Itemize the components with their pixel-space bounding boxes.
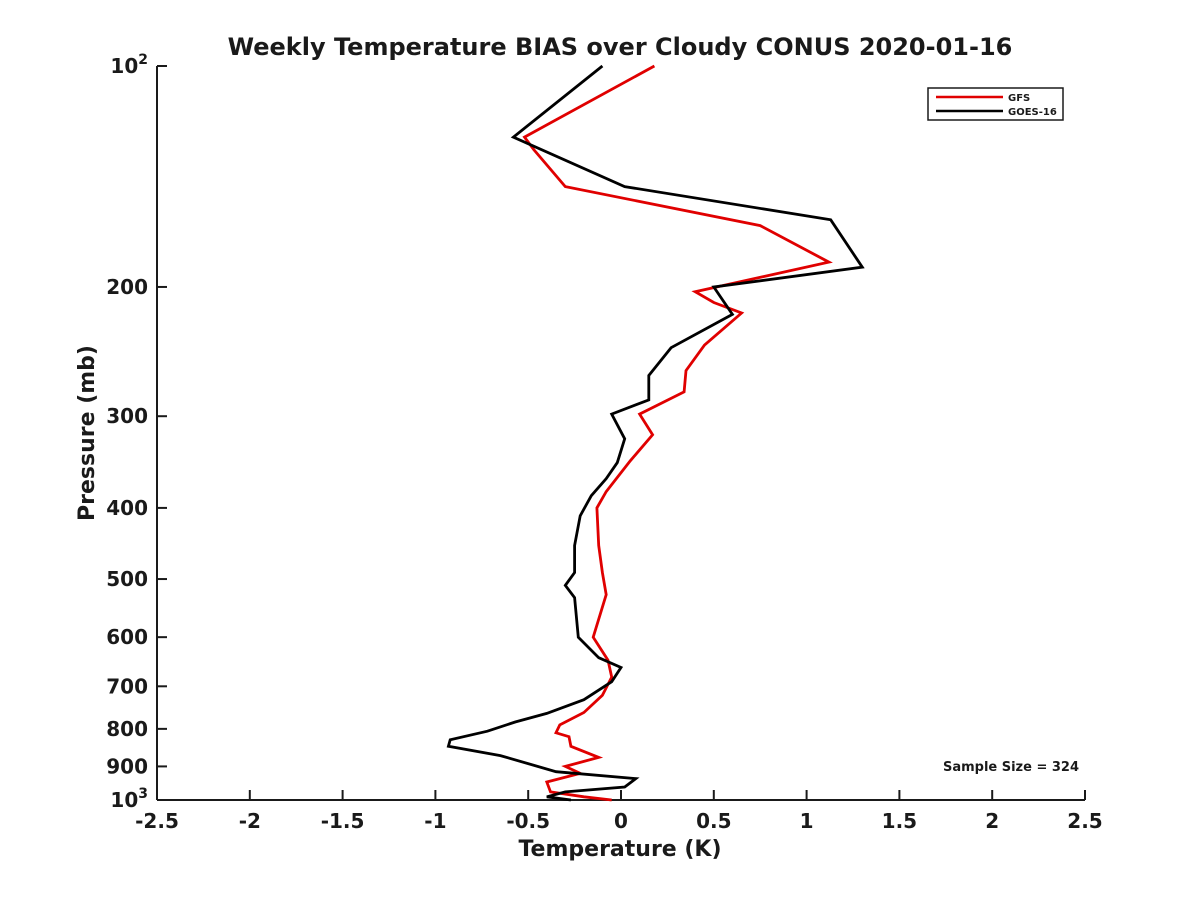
x-tick-label: -0.5 [506,809,550,833]
y-tick-label: 900 [106,754,148,778]
x-tick-label: 0 [614,809,628,833]
x-axis-title: Temperature (K) [518,837,721,862]
series-line-goes16 [446,64,865,802]
x-tick-label: -1.5 [321,809,365,833]
y-tick-label: 200 [106,275,148,299]
x-tick-label: 0.5 [696,809,731,833]
x-tick-label: 1 [800,809,814,833]
y-tick-label: 103 [110,786,148,812]
y-tick-label: 800 [106,717,148,741]
chart-title: Weekly Temperature BIAS over Cloudy CONU… [228,33,1013,61]
y-tick-label: 700 [106,674,148,698]
x-tick-label: 2.5 [1067,809,1102,833]
x-tick-label: 1.5 [882,809,917,833]
y-tick-label: 400 [106,496,148,520]
sample-size-annotation: Sample Size = 324 [943,760,1079,775]
y-axis-title: Pressure (mb) [75,345,100,521]
x-tick-label: -2 [239,809,261,833]
y-tick-label: 102 [110,52,148,78]
series-line-gfs [522,64,833,802]
y-tick-label: 500 [106,567,148,591]
y-tick-label: 600 [106,625,148,649]
x-tick-label: 2 [985,809,999,833]
x-tick-label: -2.5 [135,809,179,833]
legend-label-goes16: GOES-16 [1008,107,1057,118]
legend-box [927,87,1064,121]
legend-label-gfs: GFS [1008,93,1030,104]
y-axis-ticks: 102 200 300 400 500 600 700 800 900 103 [106,52,167,812]
y-tick-label: 300 [106,404,148,428]
legend: GFS GOES-16 [927,87,1064,121]
x-tick-label: -1 [424,809,446,833]
x-axis-ticks: -2.5 -2 -1.5 -1 -0.5 0 0.5 1 1.5 2 2.5 [135,790,1103,833]
series-layer [446,64,865,802]
